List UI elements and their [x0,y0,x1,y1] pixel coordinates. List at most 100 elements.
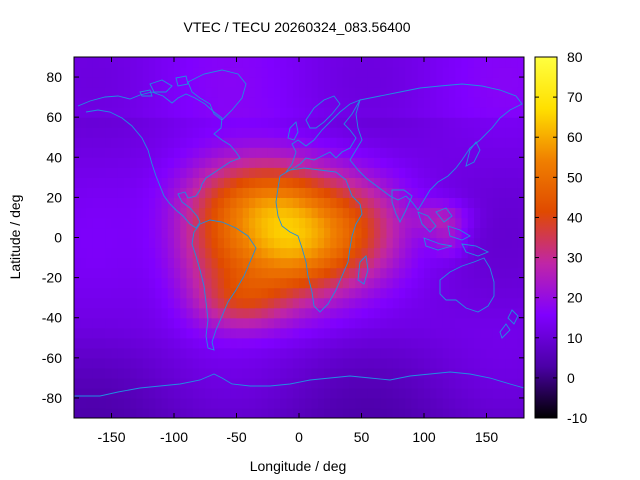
heatmap-cell [411,187,419,198]
heatmap-cell [280,237,288,249]
heatmap-cell [161,237,169,249]
heatmap-cell [267,277,275,289]
heatmap-cell [280,377,288,389]
heatmap-cell [486,67,494,78]
heatmap-cell [155,167,163,178]
heatmap-cell [436,407,444,418]
heatmap-cell [324,247,331,259]
heatmap-cell [411,87,419,98]
heatmap-cell [155,407,163,418]
heatmap-cell [330,97,338,108]
heatmap-cell [105,127,113,138]
heatmap-cell [355,177,363,188]
heatmap-cell [430,237,438,249]
heatmap-cell [161,217,169,229]
heatmap-cell [424,277,431,289]
heatmap-cell [317,187,325,198]
heatmap-cell [249,157,256,168]
heatmap-cell [380,387,388,399]
heatmap-cell [430,147,438,158]
heatmap-cell [192,157,200,168]
heatmap-cell [455,237,463,249]
heatmap-cell [399,287,406,299]
heatmap-cell [380,97,388,108]
heatmap-cell [161,127,169,138]
heatmap-cell [124,157,131,168]
heatmap-cell [492,197,500,209]
heatmap-cell [205,177,213,188]
heatmap-cell [105,377,113,389]
heatmap-cell [486,167,494,178]
heatmap-cell [192,387,200,399]
heatmap-cell [430,97,438,108]
heatmap-cell [224,237,231,249]
heatmap-cell [349,77,356,88]
heatmap-cell [280,177,288,188]
heatmap-cell [80,337,88,349]
heatmap-cell [380,377,388,389]
heatmap-cell [511,217,519,229]
heatmap-cell [136,197,144,209]
heatmap-cell [349,167,356,178]
heatmap-cell [492,217,500,229]
heatmap-cell [230,167,238,178]
heatmap-cell [342,377,350,389]
heatmap-cell [274,67,281,78]
heatmap-cell [74,307,81,319]
heatmap-cell [380,357,388,369]
heatmap-cell [492,287,500,299]
heatmap-cell [92,147,100,158]
heatmap-cell [492,337,500,349]
heatmap-cell [174,377,181,389]
heatmap-cell [192,357,200,369]
heatmap-cell [92,217,100,229]
heatmap-cell [261,97,269,108]
heatmap-cell [105,287,113,299]
heatmap-cell [205,147,213,158]
heatmap-cell [117,147,125,158]
heatmap-cell [167,267,175,279]
heatmap-cell [399,167,406,178]
heatmap-cell [461,137,469,148]
heatmap-cell [161,77,169,88]
heatmap-cell [86,337,94,349]
heatmap-cell [286,297,294,309]
heatmap-cell [142,257,150,269]
heatmap-cell [136,397,144,409]
heatmap-cell [192,397,200,409]
heatmap-cell [149,187,156,198]
heatmap-cell [424,127,431,138]
heatmap-cell [480,117,488,128]
heatmap-cell [386,197,394,209]
heatmap-cell [205,197,213,209]
heatmap-cell [274,137,281,148]
heatmap-cell [86,267,94,279]
heatmap-cell [505,277,513,289]
heatmap-cell [336,157,344,168]
heatmap-cell [124,137,131,148]
heatmap-cell [499,357,506,369]
heatmap-cell [380,187,388,198]
heatmap-cell [292,287,300,299]
heatmap-cell [411,167,419,178]
heatmap-cell [74,167,81,178]
heatmap-cell [499,117,506,128]
heatmap-cell [80,307,88,319]
heatmap-cell [324,317,331,329]
heatmap-cell [399,277,406,289]
heatmap-cell [349,377,356,389]
heatmap-cell [305,277,313,289]
heatmap-cell [192,257,200,269]
heatmap-cell [99,167,106,178]
heatmap-cell [261,187,269,198]
heatmap-cell [111,67,119,78]
heatmap-cell [249,147,256,158]
heatmap-cell [380,107,388,118]
heatmap-cell [261,377,269,389]
heatmap-cell [386,177,394,188]
heatmap-cell [186,147,194,158]
heatmap-cell [492,107,500,118]
heatmap-cell [236,337,244,349]
heatmap-cell [205,247,213,259]
heatmap-cell [399,187,406,198]
